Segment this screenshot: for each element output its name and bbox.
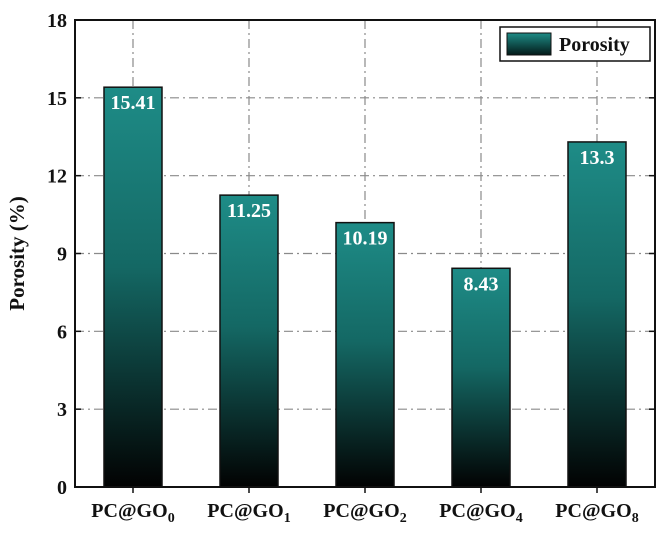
bar bbox=[335, 221, 395, 488]
x-category-label: PC@GO0 bbox=[91, 500, 174, 526]
legend: Porosity bbox=[499, 26, 651, 62]
y-tick-label: 6 bbox=[57, 321, 67, 343]
y-tick-label: 12 bbox=[47, 166, 67, 188]
y-tick-label: 15 bbox=[47, 88, 67, 110]
y-tick-label: 9 bbox=[57, 244, 67, 266]
x-category-label: PC@GO4 bbox=[439, 500, 522, 526]
y-tick-label: 0 bbox=[57, 477, 67, 499]
x-category-label: PC@GO1 bbox=[207, 500, 290, 526]
x-axis-labels: PC@GO0 PC@GO1 PC@GO2 PC@GO4 PC@GO8 bbox=[91, 487, 639, 526]
y-axis-ticks: 0 3 6 9 12 15 18 bbox=[47, 10, 655, 499]
legend-swatch bbox=[506, 32, 552, 56]
bar-data-label: 10.19 bbox=[343, 228, 388, 250]
bar bbox=[219, 194, 279, 488]
bar bbox=[451, 267, 511, 488]
y-tick-label: 3 bbox=[57, 399, 67, 421]
legend-label: Porosity bbox=[559, 34, 630, 56]
x-category-label: PC@GO8 bbox=[555, 500, 638, 526]
y-tick-label: 18 bbox=[47, 10, 67, 32]
y-axis-title: Porosity (%) bbox=[5, 196, 29, 311]
bar bbox=[567, 141, 627, 488]
bar-data-label: 8.43 bbox=[464, 273, 499, 295]
bar-data-label: 15.41 bbox=[111, 92, 156, 114]
bar-data-label: 13.3 bbox=[580, 147, 615, 169]
bar-data-label: 11.25 bbox=[227, 200, 271, 222]
x-category-label: PC@GO2 bbox=[323, 500, 406, 526]
bar bbox=[103, 86, 163, 488]
